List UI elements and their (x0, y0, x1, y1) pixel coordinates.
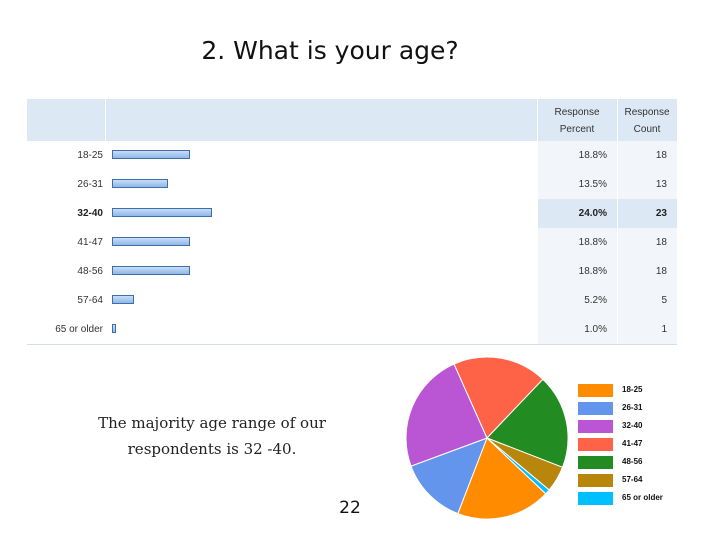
response-count: 18 (617, 228, 677, 257)
response-count: 23 (617, 199, 677, 228)
legend-label: 18-25 (622, 385, 643, 394)
legend-swatch (578, 384, 613, 397)
legend-label: 26-31 (622, 403, 643, 412)
header-response-percent: Response Percent (537, 104, 617, 138)
response-percent: 18.8% (537, 228, 617, 257)
row-label: 18-25 (77, 150, 103, 161)
summary-line-2: respondents is 32 -40. (127, 440, 297, 458)
response-bar (112, 150, 191, 159)
table-row: 57-64 5.2% 5 (27, 286, 677, 316)
legend-swatch (578, 474, 613, 487)
pie-legend: 18-25 26-31 32-40 41-47 48-56 57-64 65 or olde… (578, 382, 698, 508)
header-divider (105, 99, 106, 141)
legend-item: 32-40 (578, 418, 698, 436)
response-percent: 18.8% (537, 257, 617, 286)
row-label: 26-31 (77, 179, 103, 190)
response-bar (112, 208, 212, 217)
header-count-line2: Count (633, 124, 661, 135)
legend-label: 48-56 (622, 457, 643, 466)
response-table: Response Percent Response Count 18-25 18.… (27, 99, 677, 345)
pie-slice-48-56 (486, 378, 569, 468)
table-row: 41-47 18.8% 18 (27, 228, 677, 258)
table-row: 18-25 18.8% 18 (27, 141, 677, 171)
pie-slice-41-47 (453, 356, 544, 439)
row-label: 48-56 (77, 266, 103, 277)
response-percent: 5.2% (537, 286, 617, 315)
legend-swatch (578, 456, 613, 469)
summary-text: The majority age range of our respondent… (62, 410, 362, 462)
age-pie-chart (405, 356, 569, 520)
pie-slice-26-31 (410, 437, 488, 515)
legend-item: 18-25 (578, 382, 698, 400)
response-bar (112, 179, 169, 188)
response-count: 1 (617, 315, 677, 344)
legend-swatch (578, 402, 613, 415)
legend-label: 65 or older (622, 493, 663, 502)
header-response-count: Response Count (617, 104, 677, 138)
response-count: 13 (617, 170, 677, 199)
row-label: 41-47 (77, 237, 103, 248)
summary-line-1: The majority age range of our (98, 414, 326, 432)
header-count-line1: Response (624, 107, 670, 118)
header-percent-line2: Percent (559, 124, 595, 135)
pie-slice-65-or-older (486, 437, 550, 495)
pie-slice-18-25 (457, 437, 547, 520)
header-divider (617, 99, 618, 141)
response-count: 5 (617, 286, 677, 315)
table-row: 65 or older 1.0% 1 (27, 315, 677, 345)
row-label: 65 or older (55, 324, 103, 335)
response-percent: 13.5% (537, 170, 617, 199)
table-row: 26-31 13.5% 13 (27, 170, 677, 200)
table-row: 48-56 18.8% 18 (27, 257, 677, 287)
header-divider (537, 99, 538, 141)
legend-swatch (578, 492, 613, 505)
response-percent: 1.0% (537, 315, 617, 344)
legend-item: 41-47 (578, 436, 698, 454)
legend-item: 65 or older (578, 490, 698, 508)
table-header: Response Percent Response Count (27, 99, 677, 142)
legend-item: 26-31 (578, 400, 698, 418)
legend-swatch (578, 438, 613, 451)
legend-label: 57-64 (622, 475, 643, 484)
legend-swatch (578, 420, 613, 433)
legend-item: 48-56 (578, 454, 698, 472)
legend-label: 32-40 (622, 421, 643, 430)
table-row: 32-40 24.0% 23 (27, 199, 677, 229)
response-bar (112, 237, 191, 246)
response-count: 18 (617, 257, 677, 286)
row-label: 32-40 (77, 208, 103, 219)
slide-title: 2. What is your age? (201, 36, 459, 65)
response-count: 18 (617, 141, 677, 170)
response-percent: 24.0% (537, 199, 617, 228)
response-percent: 18.8% (537, 141, 617, 170)
response-bar (112, 266, 191, 275)
row-label: 57-64 (77, 295, 103, 306)
legend-item: 57-64 (578, 472, 698, 490)
response-bar (112, 295, 134, 304)
header-percent-line1: Response (554, 107, 600, 118)
response-bar (112, 324, 117, 333)
legend-label: 41-47 (622, 439, 643, 448)
pie-slice-32-40 (405, 363, 488, 467)
page-number: 22 (339, 498, 361, 518)
